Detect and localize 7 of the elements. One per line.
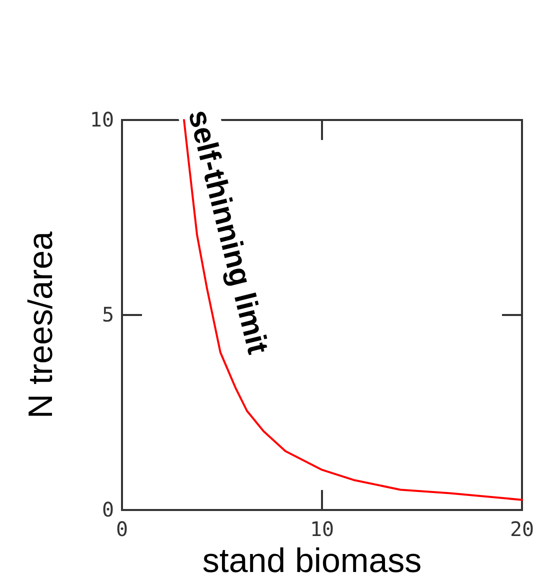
y-tick-label: 0	[102, 497, 114, 522]
x-tick-label: 10	[310, 517, 334, 542]
y-tick-label: 5	[102, 302, 114, 326]
x-axis-title: stand biomass	[202, 542, 422, 580]
y-axis-title: N trees/area	[22, 231, 60, 419]
x-tick-label: 20	[510, 517, 534, 542]
y-tick-label: 10	[90, 107, 114, 132]
